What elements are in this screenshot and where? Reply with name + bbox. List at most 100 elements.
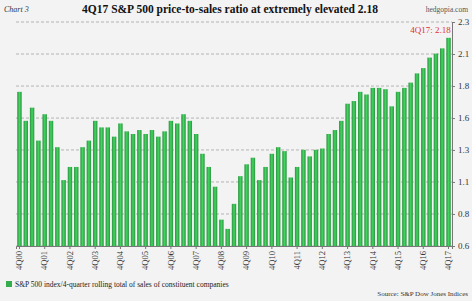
bar — [200, 154, 204, 246]
legend-label: S&P 500 index/4-quarter rolling total of… — [15, 280, 229, 289]
bar — [257, 180, 261, 246]
bar — [345, 104, 349, 246]
tick: 4Q00 — [14, 246, 24, 270]
tick: 4Q04 — [115, 246, 125, 270]
tick-mark — [297, 246, 298, 249]
tick: 4Q17 — [443, 246, 453, 270]
credit: hedgopia.com — [426, 5, 468, 14]
tick: 4Q16 — [418, 246, 428, 270]
bar — [326, 134, 330, 246]
tick-label: 1.1 — [458, 177, 469, 187]
source: Source: S&P Dow Jones Indices — [377, 290, 468, 298]
bar — [188, 121, 192, 246]
tick-label: 4Q08 — [216, 251, 226, 270]
tick-mark — [221, 246, 222, 249]
tick: 1.3 — [452, 145, 470, 155]
chart: 0.60.81.11.31.61.82.12.34Q004Q014Q024Q03… — [0, 0, 472, 301]
bar — [320, 148, 324, 246]
bar — [251, 158, 255, 246]
bar — [358, 92, 362, 246]
tick-label: 4Q09 — [241, 251, 251, 270]
tick-label: 4Q05 — [140, 251, 150, 270]
annotation: 4Q17: 2.18 — [410, 25, 451, 35]
bar — [440, 48, 444, 246]
tick-label: 1.6 — [458, 113, 470, 123]
grid — [16, 22, 452, 246]
tick-label: 4Q16 — [418, 251, 428, 270]
bar — [181, 114, 185, 246]
bar — [112, 137, 116, 246]
bar — [225, 229, 229, 246]
bar — [314, 150, 318, 246]
tick-label: 4Q11 — [292, 251, 302, 270]
bar — [295, 167, 299, 246]
tick-label: 4Q04 — [115, 250, 125, 270]
y-axis: 0.60.81.11.31.61.82.12.3 — [452, 17, 470, 251]
tick: 4Q10 — [267, 246, 277, 270]
legend-swatch — [6, 281, 12, 287]
tick-mark — [246, 246, 247, 249]
tick: 0.6 — [452, 241, 470, 251]
bar — [137, 130, 141, 246]
bar — [24, 121, 28, 246]
bar — [301, 150, 305, 246]
bar — [207, 167, 211, 246]
tick-mark — [44, 246, 45, 249]
bar — [339, 121, 343, 246]
tick: 2.1 — [452, 49, 469, 59]
bar — [289, 177, 293, 246]
bar — [30, 108, 34, 246]
tick: 1.1 — [452, 177, 469, 187]
tick: 4Q07 — [191, 246, 201, 270]
bar — [49, 121, 53, 246]
tick-label: 1.3 — [458, 145, 470, 155]
tick-mark — [271, 246, 272, 249]
bar — [93, 121, 97, 246]
tick: 1.6 — [452, 113, 470, 123]
bar — [194, 134, 198, 246]
tick: 4Q06 — [166, 246, 176, 270]
tick-label: 4Q10 — [267, 251, 277, 270]
x-axis: 4Q004Q014Q024Q034Q044Q054Q064Q074Q084Q09… — [14, 246, 453, 270]
tick-label: 4Q15 — [393, 251, 403, 270]
tick: 4Q01 — [39, 246, 49, 270]
bar — [150, 130, 154, 246]
tick-mark — [423, 246, 424, 249]
tick-label: 4Q06 — [166, 251, 176, 270]
tick-mark — [452, 150, 455, 151]
bar — [238, 176, 242, 246]
bars — [17, 38, 450, 246]
bar — [80, 147, 84, 246]
background — [0, 0, 472, 301]
bar — [156, 137, 160, 246]
tick-mark — [452, 86, 455, 87]
bar — [175, 123, 179, 246]
tick: 2.3 — [452, 17, 470, 27]
tick-mark — [448, 246, 449, 249]
bar — [446, 38, 450, 246]
bar — [232, 204, 236, 246]
bar — [68, 167, 72, 246]
tick-mark — [95, 246, 96, 249]
tick-label: 4Q17 — [443, 251, 453, 270]
tick: 0.8 — [452, 209, 470, 219]
bar — [390, 106, 394, 246]
bar — [55, 147, 59, 246]
grid-line — [16, 54, 452, 55]
bar — [213, 187, 217, 246]
bar — [427, 58, 431, 246]
tick-label: 4Q07 — [191, 251, 201, 270]
bar — [131, 134, 135, 246]
tick: 4Q13 — [342, 246, 352, 270]
bar — [402, 88, 406, 246]
tick-mark — [372, 246, 373, 249]
tick-mark — [452, 214, 455, 215]
bar — [352, 101, 356, 246]
bar — [276, 147, 280, 246]
tick: 4Q14 — [368, 246, 378, 270]
bar — [87, 141, 91, 246]
axis-line — [453, 23, 456, 247]
bar — [99, 127, 103, 246]
tick-mark — [170, 246, 171, 249]
tick-mark — [145, 246, 146, 249]
